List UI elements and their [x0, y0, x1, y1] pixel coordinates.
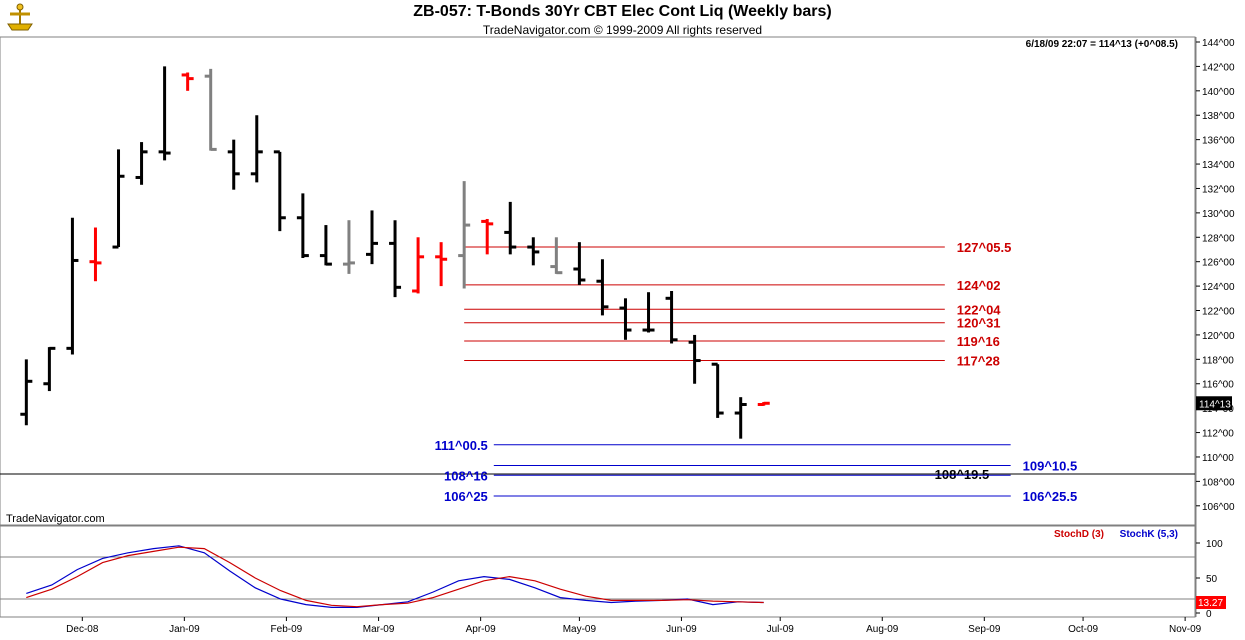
last-update-info: 6/18/09 22:07 = 114^13 (+0^08.5)	[1026, 39, 1178, 50]
level-label: 106^25	[444, 489, 488, 504]
level-label: 108^19.5	[935, 467, 990, 482]
last-price-box	[1196, 396, 1232, 411]
x-tick-label: Mar-09	[363, 624, 395, 635]
level-label: 127^05.5	[957, 240, 1012, 255]
legend-stochd: StochD (3)	[1054, 529, 1104, 540]
stoch-panel-frame	[0, 525, 1196, 618]
y-tick-label: 132^00	[1202, 184, 1235, 195]
y-tick-label: 128^00	[1202, 233, 1235, 244]
x-tick-label: Jul-09	[767, 624, 795, 635]
x-tick-label: Sep-09	[968, 624, 1001, 635]
y-tick-label: 108^00	[1202, 477, 1235, 488]
watermark-text: TradeNavigator.com	[6, 513, 105, 525]
legend-stochk: StochK (5,3)	[1120, 529, 1178, 540]
level-label: 106^25.5	[1023, 489, 1078, 504]
stoch-line-k	[26, 545, 764, 609]
chart-subtitle: TradeNavigator.com © 1999-2009 All right…	[482, 23, 763, 37]
y-tick-label: 134^00	[1202, 160, 1235, 171]
trade-navigator-logo	[7, 3, 33, 31]
stoch-line-d	[26, 546, 764, 608]
x-tick-label: May-09	[563, 624, 597, 635]
stoch-last-value-label: 13.27	[1198, 598, 1223, 609]
y-tick-label: 110^00	[1202, 453, 1234, 464]
stoch-last-value-box	[1196, 596, 1226, 609]
last-price-label: 114^13	[1199, 399, 1231, 410]
level-label: 117^28	[957, 354, 1000, 369]
chart-title: ZB-057: T-Bonds 30Yr CBT Elec Cont Liq (…	[413, 3, 832, 20]
y-tick-label: 136^00	[1202, 136, 1235, 147]
y-tick-label: 126^00	[1202, 258, 1235, 269]
y-tick-label: 106^00	[1202, 502, 1235, 513]
level-label: 120^31	[957, 316, 1001, 331]
level-label: 119^16	[957, 334, 1000, 349]
stoch-y-label: 100	[1206, 539, 1223, 550]
y-tick-label: 144^00	[1202, 38, 1235, 49]
y-tick-label: 116^00	[1202, 380, 1234, 391]
y-tick-label: 142^00	[1202, 62, 1235, 73]
stoch-y-label: 50	[1206, 574, 1218, 585]
stoch-y-label: 0	[1206, 609, 1212, 620]
x-tick-label: Dec-08	[66, 624, 99, 635]
level-label: 108^16	[444, 468, 488, 483]
y-tick-label: 124^00	[1202, 282, 1235, 293]
x-tick-label: Nov-09	[1169, 624, 1202, 635]
y-tick-label: 118^00	[1202, 355, 1234, 366]
x-tick-label: Aug-09	[866, 624, 899, 635]
y-tick-label: 120^00	[1202, 331, 1235, 342]
x-tick-label: Jun-09	[666, 624, 697, 635]
x-tick-label: Jan-09	[169, 624, 200, 635]
y-tick-label: 130^00	[1202, 209, 1235, 220]
level-label: 111^00.5	[435, 438, 488, 453]
level-label: 109^10.5	[1023, 459, 1078, 474]
y-tick-label: 122^00	[1202, 307, 1235, 318]
x-tick-label: Apr-09	[466, 624, 496, 635]
x-tick-label: Feb-09	[271, 624, 303, 635]
price-panel-frame	[0, 36, 1196, 526]
level-label: 124^02	[957, 278, 1001, 293]
level-label: 122^04	[957, 302, 1002, 317]
y-tick-label: 138^00	[1202, 111, 1235, 122]
x-tick-label: Oct-09	[1068, 624, 1098, 635]
y-tick-label: 140^00	[1202, 87, 1235, 98]
y-tick-label: 112^00	[1202, 429, 1234, 440]
